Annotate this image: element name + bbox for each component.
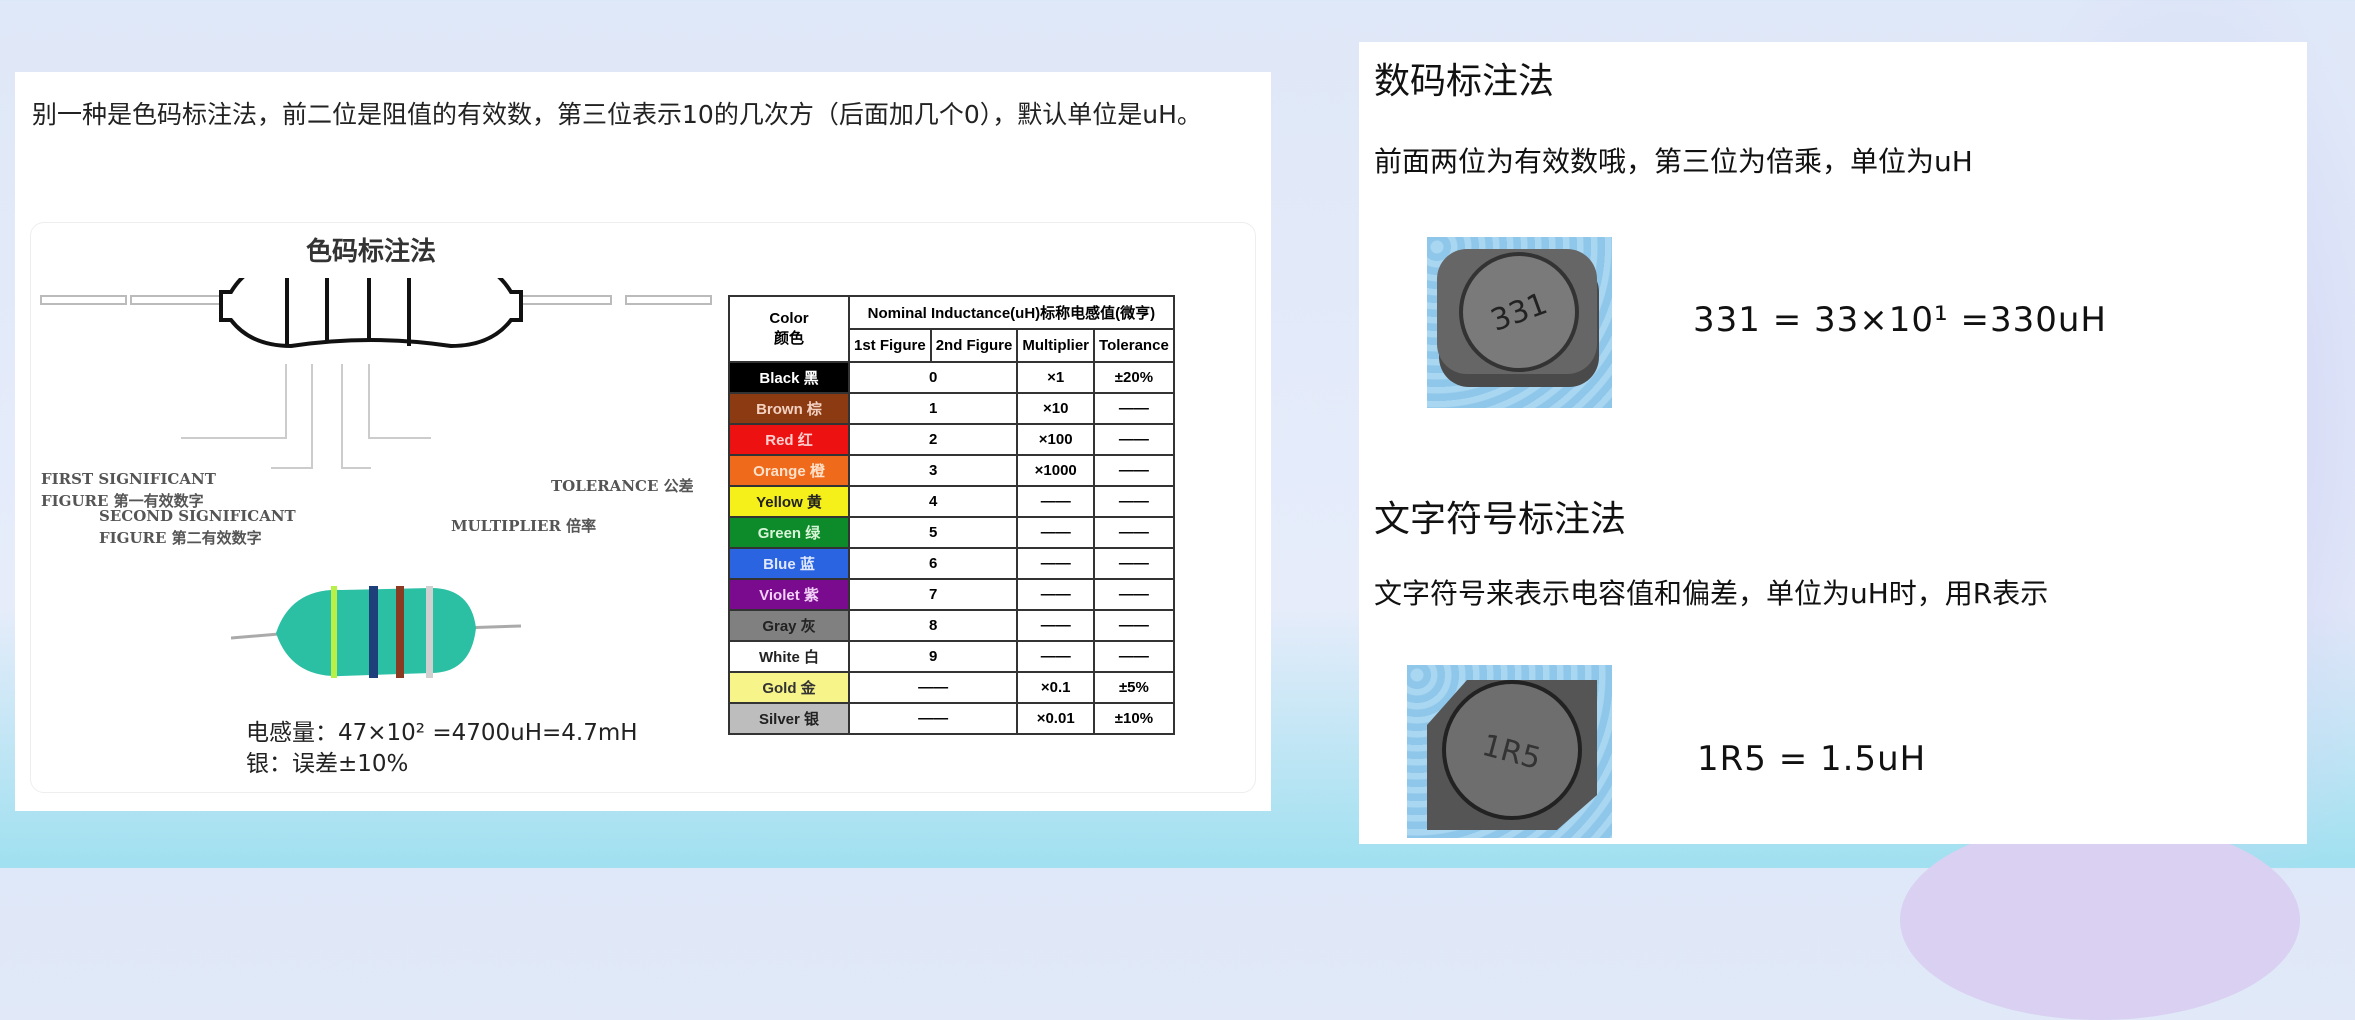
figure-cell: —— — [847, 702, 1019, 735]
figure-cell: —— — [847, 671, 1019, 704]
table-row: Yellow 黄 4 —— —— — [728, 485, 1175, 518]
color-code-table: Color 颜色 Nominal Inductance(uH)标称电感值(微亨) … — [728, 295, 1175, 735]
multiplier-cell: ×10 — [1016, 392, 1096, 425]
color-cell: Yellow 黄 — [728, 485, 850, 518]
multiplier-cell: —— — [1016, 609, 1096, 642]
figure-cell: 3 — [847, 454, 1019, 487]
marking-methods-panel: 数码标注法 前面两位为有效数哦，第三位为倍乘，单位为uH 331 331 = 3… — [1359, 42, 2307, 844]
inductor-photo — [231, 586, 522, 678]
multiplier-cell: —— — [1016, 547, 1096, 580]
inductance-caption: 电感量：47×10² =4700uH=4.7mH — [246, 720, 638, 746]
multiplier-cell: ×100 — [1016, 423, 1096, 456]
inductor-diagram — [40, 278, 712, 469]
multiplier-cell: —— — [1016, 516, 1096, 549]
table-row: Red 红 2 ×100 —— — [728, 423, 1175, 456]
color-cell: Orange 橙 — [728, 454, 850, 487]
figure-cell: 5 — [847, 516, 1019, 549]
sub-header: 1st Figure — [848, 328, 932, 363]
table-row: Brown 棕 1 ×10 —— — [728, 392, 1175, 425]
tolerance-cell: —— — [1093, 485, 1175, 518]
smd-inductor-graphic: 1R5 — [1427, 680, 1597, 830]
tolerance-cell: —— — [1093, 454, 1175, 487]
color-code-panel: 别一种是色码标注法，前二位是阻值的有效数，第三位表示10的几次方（后面加几个0）… — [15, 72, 1271, 811]
multiplier-label: MULTIPLIER 倍率 — [451, 517, 597, 535]
tolerance-cell: —— — [1093, 578, 1175, 611]
color-cell: White 白 — [728, 640, 850, 673]
multiplier-cell: ×0.01 — [1016, 702, 1096, 735]
tolerance-cell: ±5% — [1093, 671, 1175, 704]
color-cell: Gray 灰 — [728, 609, 850, 642]
inductor-1r5-image: 1R5 — [1407, 665, 1612, 838]
numeric-marking-heading: 数码标注法 — [1374, 61, 1555, 102]
figure-cell: 9 — [847, 640, 1019, 673]
color-cell: Gold 金 — [728, 671, 850, 704]
smd-inductor-graphic: 331 — [1437, 249, 1599, 387]
tolerance-cell: —— — [1093, 547, 1175, 580]
color-cell: Violet 紫 — [728, 578, 850, 611]
color-cell: Black 黑 — [728, 361, 850, 394]
figure-cell: 8 — [847, 609, 1019, 642]
tolerance-cell: —— — [1093, 423, 1175, 456]
multiplier-cell: ×0.1 — [1016, 671, 1096, 704]
figure-cell: 1 — [847, 392, 1019, 425]
label-line: FIGURE 第一有效数字 — [41, 492, 204, 510]
multiplier-cell: —— — [1016, 485, 1096, 518]
figure-cell: 7 — [847, 578, 1019, 611]
label-line: SECOND SIGNIFICANT — [99, 507, 296, 525]
background-decoration — [1900, 820, 2300, 1020]
text-symbol-formula: 1R5 = 1.5uH — [1697, 739, 1927, 779]
tolerance-cell: —— — [1093, 392, 1175, 425]
multiplier-cell: ×1 — [1016, 361, 1096, 394]
color-header: Color 颜色 — [728, 295, 850, 363]
sub-header: 2nd Figure — [929, 328, 1019, 363]
tolerance-cell: —— — [1093, 609, 1175, 642]
figure-title: 色码标注法 — [306, 237, 437, 267]
header-text: 颜色 — [773, 330, 804, 347]
table-row: Blue 蓝 6 —— —— — [728, 547, 1175, 580]
tolerance-cell: ±10% — [1093, 702, 1175, 735]
color-cell: Green 绿 — [728, 516, 850, 549]
first-figure-label: FIRST SIGNIFICANT FIGURE 第一有效数字 — [41, 468, 216, 512]
figure-cell: 4 — [847, 485, 1019, 518]
table-row: Orange 橙 3 ×1000 —— — [728, 454, 1175, 487]
color-code-figure: 色码标注法 FIRST SIGNIFICANT FIGURE 第一有效数字 SEC… — [30, 222, 1256, 793]
multiplier-cell: —— — [1016, 640, 1096, 673]
color-cell: Brown 棕 — [728, 392, 850, 425]
color-cell: Blue 蓝 — [728, 547, 850, 580]
nominal-header: Nominal Inductance(uH)标称电感值(微亨) — [848, 295, 1175, 330]
text-symbol-heading: 文字符号标注法 — [1374, 499, 1627, 540]
inductor-331-image: 331 — [1427, 237, 1612, 408]
table-row: Gold 金 —— ×0.1 ±5% — [728, 671, 1175, 704]
text-symbol-text: 文字符号来表示电容值和偏差，单位为uH时，用R表示 — [1374, 577, 2049, 610]
sub-header: Multiplier — [1016, 328, 1096, 363]
color-cell: Red 红 — [728, 423, 850, 456]
multiplier-cell: ×1000 — [1016, 454, 1096, 487]
label-line: FIRST SIGNIFICANT — [41, 470, 216, 488]
tolerance-cell: ±20% — [1093, 361, 1175, 394]
color-cell: Silver 银 — [728, 702, 850, 735]
second-figure-label: SECOND SIGNIFICANT FIGURE 第二有效数字 — [99, 505, 296, 549]
numeric-formula: 331 = 33×10¹ =330uH — [1693, 300, 2107, 340]
tolerance-cell: —— — [1093, 640, 1175, 673]
table-row: Gray 灰 8 —— —— — [728, 609, 1175, 642]
numeric-marking-text: 前面两位为有效数哦，第三位为倍乘，单位为uH — [1374, 145, 1973, 178]
tolerance-cell: —— — [1093, 516, 1175, 549]
intro-text: 别一种是色码标注法，前二位是阻值的有效数，第三位表示10的几次方（后面加几个0）… — [32, 100, 1202, 129]
table-row: Green 绿 5 —— —— — [728, 516, 1175, 549]
figure-cell: 0 — [847, 361, 1019, 394]
table-row: Violet 紫 7 —— —— — [728, 578, 1175, 611]
table-row: Silver 银 —— ×0.01 ±10% — [728, 702, 1175, 735]
figure-cell: 6 — [847, 547, 1019, 580]
multiplier-cell: —— — [1016, 578, 1096, 611]
tolerance-caption: 银：误差±10% — [246, 751, 409, 777]
tolerance-label: TOLERANCE 公差 — [551, 477, 694, 495]
sub-header: Tolerance — [1093, 328, 1175, 363]
figure-cell: 2 — [847, 423, 1019, 456]
table-row: White 白 9 —— —— — [728, 640, 1175, 673]
label-line: FIGURE 第二有效数字 — [99, 529, 262, 547]
table-row: Black 黑 0 ×1 ±20% — [728, 361, 1175, 394]
header-text: Color — [769, 310, 809, 327]
